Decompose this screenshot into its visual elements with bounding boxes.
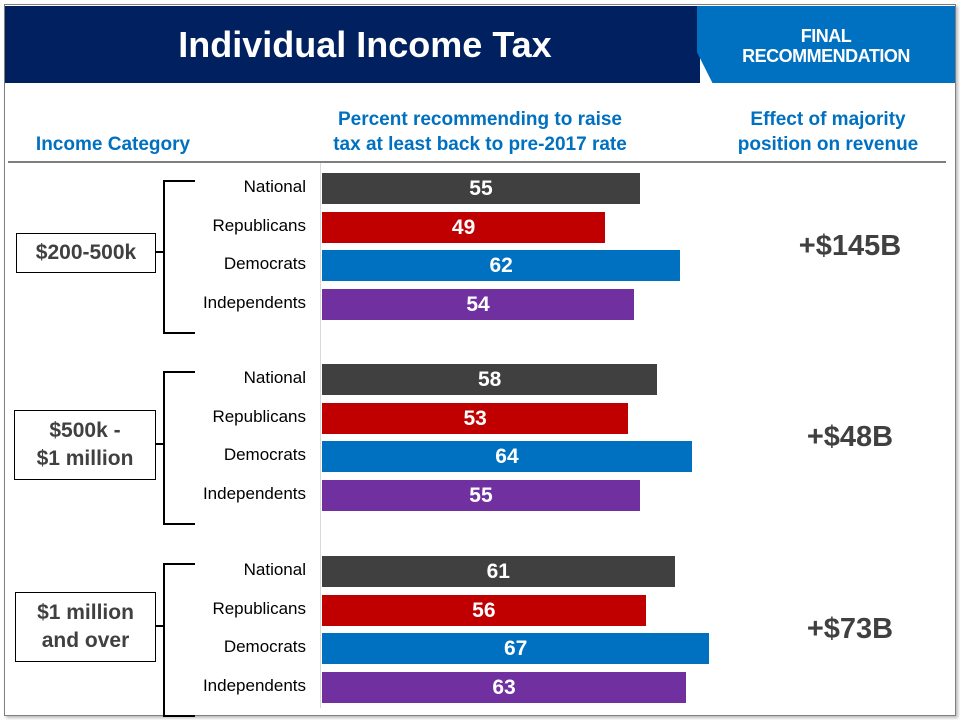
bar-national [322, 556, 675, 587]
income-category-line-2: and over [41, 629, 130, 652]
bar-axis-line [320, 163, 321, 708]
bar-label-independents: Independents [202, 675, 306, 695]
bar-value-label: 62 [489, 254, 513, 277]
bar-value-label: 61 [486, 560, 510, 583]
bar-republicans [322, 211, 606, 243]
bar-label-national: National [243, 560, 306, 579]
header-divider [8, 161, 946, 163]
effect-heading-line-1: Effect of majority [750, 109, 906, 130]
bar-value-label: 58 [477, 368, 502, 391]
bar-label-democrats: Democrats [223, 637, 306, 656]
percent-heading: Percent recommending to raise tax at lea… [290, 107, 670, 157]
bracket-stub [155, 625, 163, 627]
income-category-box: $1 million and over [15, 592, 156, 662]
income-category-box: $200-500k [16, 233, 156, 273]
income-category-label: $500k - $1 million [37, 417, 134, 473]
bar-independents [322, 671, 687, 703]
page-title: Individual Income Tax [178, 24, 552, 65]
group-bracket [163, 563, 195, 717]
bar-label-republicans: Republicans [212, 598, 306, 618]
bar-value-label: 55 [469, 483, 493, 507]
bar-label-national: National [243, 177, 306, 196]
bar-republicans [322, 594, 646, 626]
bar-republicans [322, 402, 629, 434]
header-bar [5, 6, 700, 83]
income-category-label: $1 million and over [37, 599, 134, 655]
income-category-line-1: $1 million [37, 601, 134, 624]
bar-independents [322, 479, 640, 511]
bar-label-republicans: Republicans [212, 215, 306, 235]
bracket-stub [155, 251, 163, 253]
bar-label-republicans: Republicans [212, 406, 306, 426]
final-recommendation-badge [697, 6, 955, 83]
bar-value-label: 49 [451, 215, 476, 239]
revenue-effect: +$145B [798, 230, 902, 262]
bar-label-democrats: Democrats [223, 445, 306, 464]
bar-democrats [322, 441, 692, 472]
income-category-box: $500k - $1 million [14, 410, 156, 480]
income-category-line-2: $1 million [36, 447, 134, 470]
group-bracket [163, 180, 195, 334]
bar-democrats [322, 633, 710, 664]
bar-value-label: 64 [495, 445, 519, 468]
income-category-heading: Income Category [35, 134, 191, 155]
bar-national [322, 173, 640, 204]
bar-value-label: 56 [472, 598, 496, 622]
bar-value-label: 54 [466, 292, 490, 316]
badge-line-2: RECOMMENDATION [742, 46, 910, 66]
bar-democrats [322, 250, 681, 281]
bar-label-democrats: Democrats [223, 254, 306, 273]
badge-line-1: FINAL [800, 26, 852, 46]
revenue-effect: +$48B [806, 421, 894, 453]
bar-value-label: 55 [469, 177, 493, 200]
percent-heading-line-1: Percent recommending to raise [337, 109, 623, 130]
income-category-label: $200-500k [36, 239, 136, 267]
bar-national [322, 364, 658, 395]
percent-heading-line-2: tax at least back to pre-2017 rate [333, 134, 627, 155]
badge-text: FINAL RECOMMENDATION [697, 26, 955, 66]
bar-value-label: 63 [492, 675, 516, 699]
bar-label-independents: Independents [202, 483, 306, 503]
effect-heading-line-2: position on revenue [737, 134, 919, 155]
effect-heading: Effect of majority position on revenue [718, 107, 938, 157]
bar-independents [322, 288, 635, 320]
bar-value-label: 67 [503, 637, 528, 660]
income-category-line-1: $500k - [49, 419, 121, 442]
income-category-line-1: $200-500k [35, 241, 137, 264]
revenue-effect: +$73B [806, 613, 894, 645]
bar-label-independents: Independents [202, 292, 306, 312]
bar-value-label: 53 [463, 406, 487, 430]
group-bracket [163, 371, 195, 525]
bar-label-national: National [243, 368, 306, 387]
bracket-stub [155, 443, 163, 445]
